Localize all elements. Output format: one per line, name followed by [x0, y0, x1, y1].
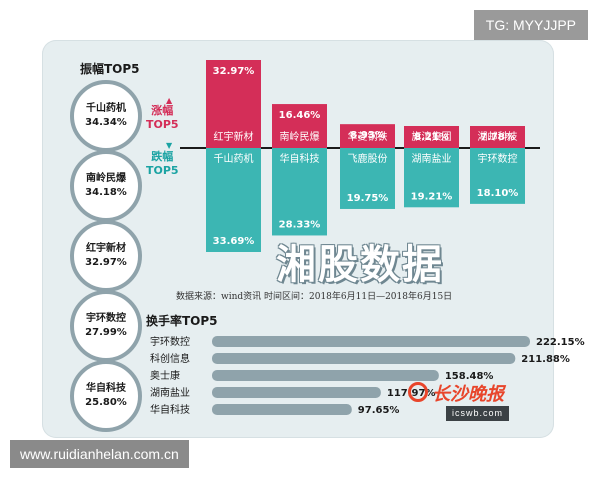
turnover-bar — [212, 387, 381, 398]
turnover-value-label: 211.88% — [521, 354, 570, 365]
gain-category-label: 湘邮科技 — [478, 130, 518, 143]
loss-value-label: 33.69% — [213, 236, 255, 247]
turnover-bar — [212, 353, 516, 364]
loss-category-label: 湖南盐业 — [412, 152, 452, 165]
amplitude-name: 千山药机 — [86, 103, 126, 114]
loss-bar — [206, 148, 261, 252]
loss-value-label: 19.21% — [411, 191, 453, 202]
logo-url: icswb.com — [446, 406, 510, 421]
logo-icon — [408, 382, 428, 402]
logo-text: 长沙晚报 — [432, 384, 504, 405]
loss-category-label: 宇环数控 — [478, 152, 518, 165]
legend-loss: 跌幅 TOP5 — [146, 150, 179, 177]
loss-category-label: 飞鹿股份 — [348, 152, 388, 165]
amplitude-name: 华自科技 — [86, 383, 126, 394]
turnover-value-label: 97.65% — [358, 405, 400, 416]
turnover-category-label: 宇环数控 — [150, 335, 190, 348]
gain-category-label: 华菱钢铁 — [348, 130, 388, 143]
loss-bar — [340, 148, 395, 209]
site-watermark: www.ruidianhelan.com.cn — [10, 440, 189, 468]
gain-category-label: 旗滨集团 — [412, 130, 452, 143]
triangle-down-icon: ▼ — [166, 141, 173, 150]
gain-value-label: 32.97% — [213, 66, 255, 77]
turnover-title: 换手率TOP5 — [146, 314, 218, 328]
loss-value-label: 18.10% — [477, 188, 519, 199]
turnover-category-label: 华自科技 — [150, 403, 190, 416]
turnover-category-label: 奥士康 — [150, 369, 180, 382]
amplitude-value: 32.97% — [85, 257, 127, 268]
loss-bar — [404, 148, 459, 208]
amplitude-item: 华自科技 25.80% — [70, 360, 142, 432]
gain-value-label: 8.93% — [350, 130, 385, 141]
turnover-category-label: 科创信息 — [150, 352, 190, 365]
turnover-value-label: 158.48% — [445, 371, 494, 382]
gain-bar — [340, 124, 395, 148]
amplitude-item: 宇环数控 27.99% — [70, 290, 142, 362]
tg-watermark: TG: MYYJJPP — [473, 10, 588, 40]
turnover-bar — [212, 404, 352, 415]
amplitude-name: 宇环数控 — [86, 313, 126, 324]
turnover-bar — [212, 336, 530, 347]
triangle-up-icon: ▲ — [166, 96, 173, 105]
turnover-category-label: 湖南盐业 — [150, 386, 190, 399]
amplitude-value: 34.18% — [85, 187, 127, 198]
turnover-bar — [212, 370, 439, 381]
gain-bar — [272, 104, 327, 148]
loss-bar — [470, 148, 525, 204]
amplitude-value: 27.99% — [85, 327, 127, 338]
amplitude-name: 南岭民爆 — [86, 173, 126, 184]
gain-bar — [206, 60, 261, 148]
amplitude-name: 红宇新材 — [86, 243, 126, 254]
turnover-value-label: 222.15% — [536, 337, 585, 348]
gain-bar — [404, 126, 459, 148]
data-source: 数据来源：wind资讯 时间区间：2018年6月11日—2018年6月15日 — [176, 292, 453, 302]
gain-category-label: 南岭民爆 — [280, 130, 320, 143]
loss-category-label: 华自科技 — [280, 152, 320, 165]
loss-bar — [272, 148, 327, 236]
legend-gain: 涨幅 TOP5 — [146, 104, 179, 131]
loss-category-label: 千山药机 — [214, 152, 254, 165]
amplitude-value: 34.34% — [85, 117, 127, 128]
amplitude-value: 25.80% — [85, 397, 127, 408]
amplitude-title: 振幅TOP5 — [80, 62, 140, 76]
gain-value-label: 16.46% — [279, 110, 321, 121]
banner-title: 湘股数据 — [276, 242, 444, 288]
newspaper-logo: 长沙晚报 icswb.com — [402, 380, 538, 426]
loss-value-label: 19.75% — [347, 193, 389, 204]
gain-value-label: 7.78% — [480, 132, 515, 143]
gain-value-label: 8.21% — [414, 132, 449, 143]
gain-bar — [470, 126, 525, 148]
loss-value-label: 28.33% — [279, 219, 321, 230]
gain-category-label: 红宇新材 — [214, 130, 254, 143]
